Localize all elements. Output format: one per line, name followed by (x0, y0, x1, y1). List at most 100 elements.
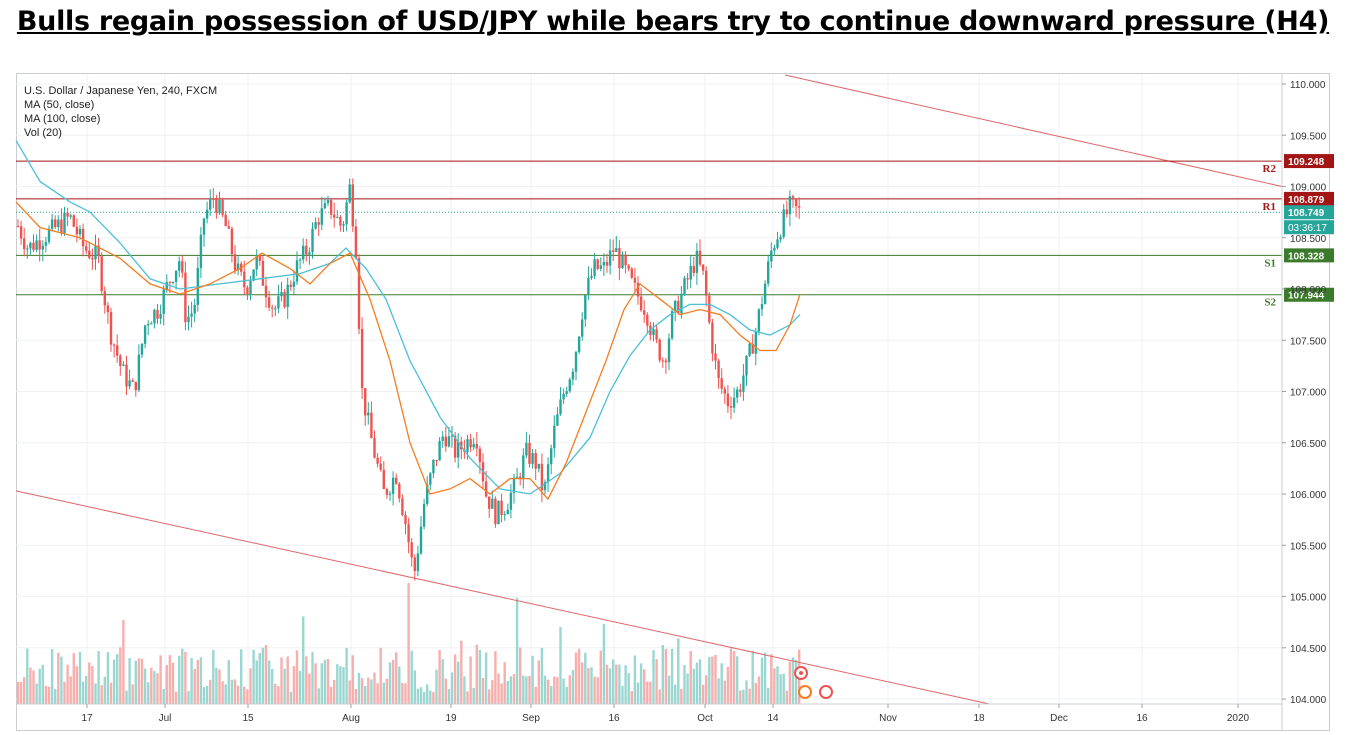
volume-bar (776, 666, 779, 704)
volume-bar (100, 685, 103, 704)
candle-body (128, 380, 131, 387)
volume-bar (453, 654, 457, 704)
candle-body (559, 399, 562, 415)
candle-body (373, 438, 376, 458)
volume-bar (782, 673, 785, 704)
candle-body (568, 379, 571, 392)
event-markers (794, 666, 833, 699)
candle-body (432, 459, 435, 474)
volume-bar (128, 658, 131, 704)
volume-bar (729, 648, 733, 704)
candle-body (705, 270, 708, 296)
candle-body (646, 314, 649, 326)
volume-bar (472, 687, 475, 704)
volume-bar (742, 689, 745, 704)
candle-body (776, 239, 779, 248)
candle-body (246, 287, 249, 295)
candle-body (243, 271, 246, 288)
candle-body (255, 254, 258, 270)
volume-bar (695, 662, 699, 704)
volume-bar (664, 648, 668, 704)
candle-body (289, 284, 292, 287)
volume-bar (314, 663, 317, 704)
candle-body (236, 263, 240, 271)
candle-body (732, 397, 736, 408)
candle-body (571, 371, 575, 380)
volume-bar (35, 683, 38, 704)
candle-body (271, 307, 274, 309)
candle-body (314, 222, 317, 229)
volume-bar (339, 666, 342, 704)
candle-body (438, 440, 441, 461)
volume-bar (345, 648, 348, 704)
lower-trendline (15, 490, 991, 705)
candle-body (525, 442, 528, 456)
volume-bar (587, 668, 590, 704)
volume-bar (137, 658, 141, 704)
candle-body (689, 265, 692, 280)
volume-bar (407, 582, 410, 704)
candle-body (596, 259, 599, 269)
volume-bar (590, 667, 593, 704)
candle-body (348, 184, 351, 203)
candle-body (608, 250, 612, 266)
volume-bar (382, 682, 385, 704)
time-tick-label: Sep (522, 713, 540, 724)
candle-body (261, 260, 265, 286)
volume-bar (426, 684, 429, 704)
volume-bar (94, 683, 97, 704)
candle-body (178, 261, 181, 271)
candle-body (785, 209, 788, 215)
volume-bar (286, 656, 289, 704)
candle-body (773, 247, 776, 251)
event-marker (798, 685, 812, 699)
volume-bar (261, 647, 265, 704)
volume-bar (289, 691, 292, 704)
volume-bar (773, 668, 776, 704)
candle-body (354, 226, 358, 259)
candle-body (35, 240, 38, 250)
candle-body (798, 206, 801, 208)
volume-bar (457, 661, 460, 704)
volume-bar (258, 652, 261, 704)
candle-body (159, 313, 162, 319)
volume-bar (329, 686, 333, 704)
volume-bar (714, 654, 717, 704)
volume-bar (202, 687, 206, 704)
candle-body (181, 261, 184, 273)
candle-body (184, 272, 187, 323)
volume-bar (565, 686, 568, 704)
level-price-label: 108.328 (1288, 251, 1325, 262)
volume-bar (692, 668, 695, 704)
volume-bar (75, 666, 79, 704)
candle-body (497, 500, 500, 525)
time-axis: 17 Jul 15 Aug 19 Sep 16 Oct 14 Nov 18 Dec 16 2020 (16, 703, 1282, 724)
candle-body (140, 343, 144, 355)
candle-body (698, 250, 702, 265)
time-tick-label: Oct (697, 713, 713, 724)
candle-body (103, 291, 106, 306)
volume-bar (720, 663, 723, 704)
candle-body (41, 245, 44, 250)
volume-bar (450, 672, 454, 704)
volume-bar (593, 676, 596, 704)
volume-bar (646, 681, 649, 704)
candle-body (515, 476, 519, 478)
volume-bar (509, 676, 513, 704)
volume-bar (618, 664, 621, 704)
candle-body (329, 199, 333, 215)
volume-bar (748, 688, 751, 704)
volume-bar (218, 669, 221, 704)
legend-vol: Vol (20) (24, 127, 62, 139)
volume-bar (711, 656, 714, 704)
candle-body (726, 393, 730, 407)
volume-bar (168, 655, 172, 704)
volume-bar (187, 691, 190, 704)
candle-body (779, 236, 782, 240)
candle-body (577, 336, 581, 353)
volume-bar (562, 678, 565, 704)
price-tick-label: 106.500 (1290, 439, 1327, 450)
upper-trendline (784, 74, 1283, 187)
candle-body (47, 228, 51, 242)
